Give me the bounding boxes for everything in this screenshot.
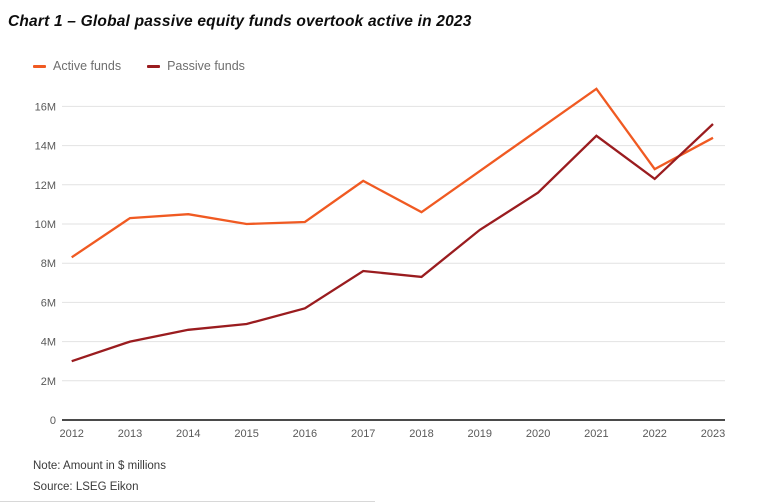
y-axis-tick-label: 2M [41, 376, 56, 388]
x-axis-tick-label: 2018 [409, 428, 433, 440]
x-axis-tick-label: 2017 [351, 428, 375, 440]
active-funds-line-swatch-icon [33, 64, 46, 68]
y-axis-tick-label: 12M [35, 180, 56, 192]
x-axis-tick-label: 2014 [176, 428, 200, 440]
legend: Active funds Passive funds [33, 59, 245, 73]
source-text: Source: LSEG Eikon [33, 481, 139, 493]
series-line-passive-funds [71, 123, 714, 363]
passive-funds-line-swatch-icon [147, 64, 161, 68]
x-axis-tick-label: 2023 [701, 428, 725, 440]
x-axis-tick-label: 2019 [468, 428, 492, 440]
y-axis-tick-label: 16M [35, 101, 56, 113]
bottom-divider [0, 501, 375, 502]
x-axis-tick-label: 2020 [526, 428, 550, 440]
x-axis-tick-label: 2022 [642, 428, 666, 440]
series-line-active-funds [71, 87, 714, 259]
y-axis-tick-label: 8M [41, 258, 56, 270]
x-axis-tick-label: 2012 [59, 428, 83, 440]
line-chart: 0 2M 4M 6M 8M 10M 12M 14M 16M 2012 2013 2014 2015 201… [35, 87, 725, 440]
legend-label-passive-funds: Passive funds [167, 59, 245, 73]
x-axis-tick-label: 2013 [118, 428, 142, 440]
legend-item-passive-funds: Passive funds [147, 59, 245, 73]
y-axis-tick-label: 0 [50, 415, 56, 427]
y-axis-tick-label: 6M [41, 297, 56, 309]
x-axis-tick-label: 2016 [293, 428, 317, 440]
legend-label-active-funds: Active funds [53, 59, 122, 73]
y-axis-tick-label: 4M [41, 337, 56, 349]
legend-item-active-funds: Active funds [33, 59, 121, 73]
y-axis-tick-label: 10M [35, 219, 56, 231]
x-axis-tick-label: 2021 [584, 428, 608, 440]
y-axis-tick-label: 14M [35, 141, 56, 153]
x-axis-tick-label: 2015 [234, 428, 258, 440]
note-text: Note: Amount in $ millions [33, 460, 166, 472]
chart-title: Chart 1 – Global passive equity funds ov… [8, 13, 472, 30]
